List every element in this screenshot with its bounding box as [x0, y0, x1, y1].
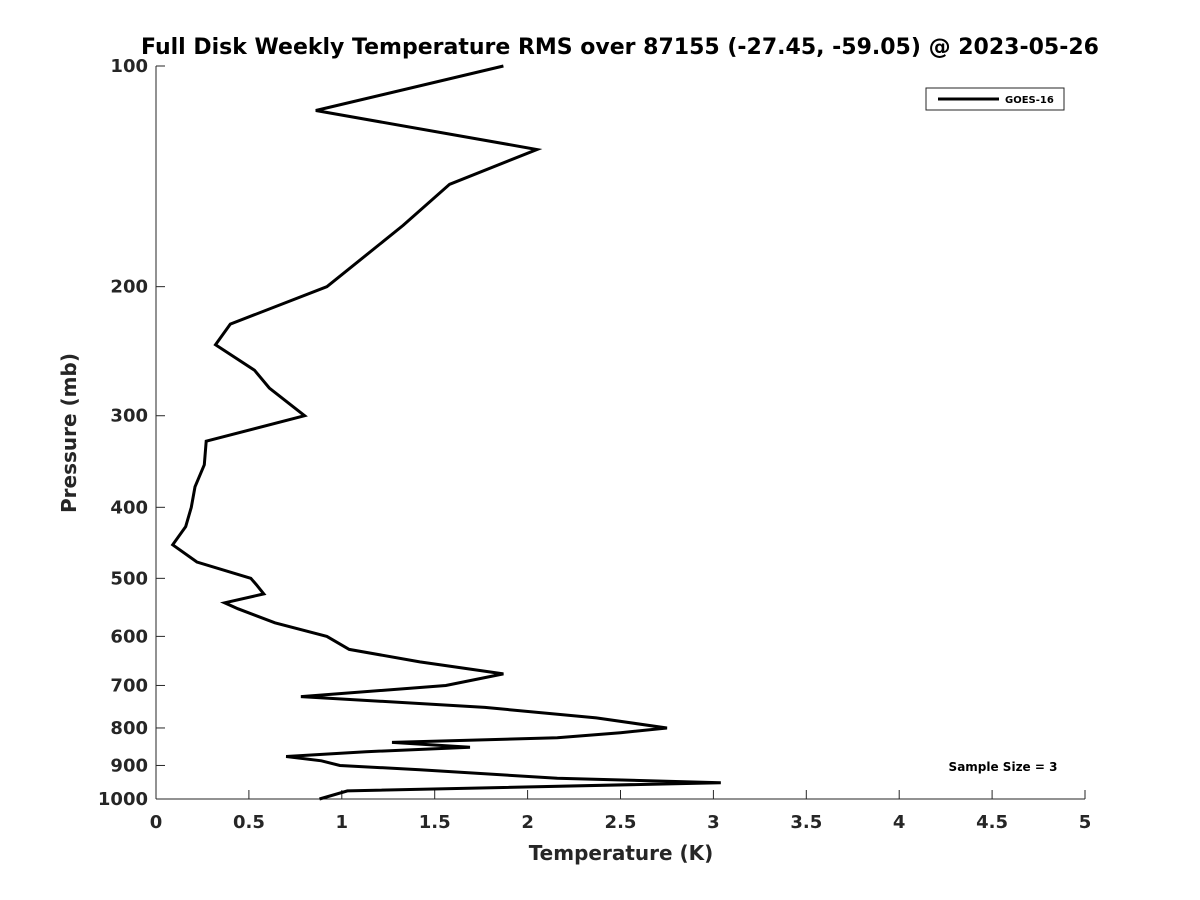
- axes: 0 0.5 1 1.5 2 2.5 3 3.5 4 4.5 5 100 200 300 400 500 600 7…: [98, 56, 1091, 833]
- y-tick-label: 600: [110, 626, 148, 647]
- y-tick-label: 400: [110, 497, 148, 518]
- sample-size-annotation: Sample Size = 3: [949, 760, 1058, 774]
- plot-lines: [170, 64, 721, 801]
- x-tick-label: 5: [1079, 812, 1092, 833]
- chart-title: Full Disk Weekly Temperature RMS over 87…: [141, 35, 1099, 60]
- y-tick-label: 1000: [98, 789, 148, 810]
- y-tick-label: 700: [110, 675, 148, 696]
- y-axis-title: Pressure (mb): [57, 353, 81, 513]
- y-tick-label: 100: [110, 56, 148, 77]
- y-tick-label: 900: [110, 755, 148, 776]
- x-tick-label: 3.5: [790, 812, 822, 833]
- x-tick-label: 4: [893, 812, 906, 833]
- legend-label: GOES-16: [1005, 95, 1054, 106]
- y-tick-label: 200: [110, 277, 148, 298]
- x-tick-label: 0.5: [233, 812, 265, 833]
- x-tick-label: 4.5: [976, 812, 1008, 833]
- y-tick-label: 300: [110, 406, 148, 427]
- x-tick-label: 0: [150, 812, 163, 833]
- x-axis-title: Temperature (K): [529, 841, 714, 865]
- legend: GOES-16: [925, 87, 1065, 111]
- y-tick-label: 500: [110, 568, 148, 589]
- x-tick-label: 3: [707, 812, 720, 833]
- y-tick-label: 800: [110, 718, 148, 739]
- x-tick-label: 1.5: [419, 812, 451, 833]
- x-tick-label: 1: [336, 812, 349, 833]
- series-line-goes-16: [170, 64, 721, 801]
- x-tick-label: 2: [521, 812, 534, 833]
- x-tick-label: 2.5: [605, 812, 637, 833]
